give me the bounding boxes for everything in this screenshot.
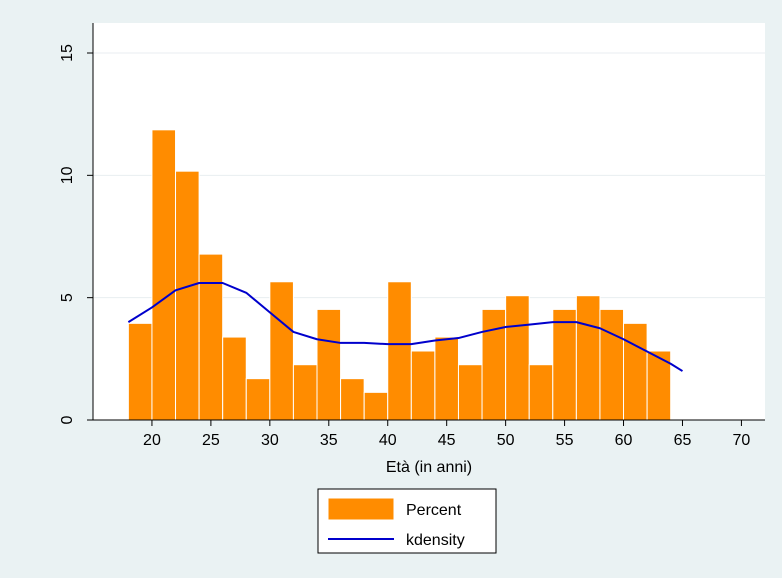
bar-13 <box>434 336 459 421</box>
kdensity-line <box>127 281 684 372</box>
bar-21 <box>623 322 648 421</box>
x-tick-label-70: 70 <box>733 432 751 449</box>
bar-3 <box>198 253 224 421</box>
x-tick-label-20: 20 <box>143 432 161 449</box>
bar-8 <box>316 308 342 421</box>
bar-12 <box>410 350 436 421</box>
bar-4 <box>222 336 247 421</box>
y-tick-label-15: 15 <box>59 44 76 62</box>
y-tick-label-0: 0 <box>59 415 76 424</box>
axes: 0 5 10 15 20 25 30 35 40 45 50 55 60 65 70 <box>59 23 765 449</box>
x-tick-label-65: 65 <box>674 432 692 449</box>
bar-19 <box>575 295 601 421</box>
bar-14 <box>457 364 483 421</box>
legend: Percent kdensity <box>317 488 497 554</box>
bar-9 <box>340 378 365 421</box>
kdensity-line-group <box>127 281 684 372</box>
x-tick-label-25: 25 <box>202 432 220 449</box>
x-tick-label-50: 50 <box>497 432 515 449</box>
y-tick-label-10: 10 <box>59 166 76 184</box>
x-tick-label-55: 55 <box>556 432 574 449</box>
bar-7 <box>292 364 318 421</box>
x-tick-label-60: 60 <box>615 432 633 449</box>
x-tick-label-35: 35 <box>320 432 338 449</box>
bar-17 <box>528 364 554 421</box>
legend-swatch-percent <box>327 497 395 521</box>
x-tick-label-40: 40 <box>379 432 397 449</box>
x-tick-label-45: 45 <box>438 432 456 449</box>
bar-1 <box>151 129 177 421</box>
bar-5 <box>245 378 271 421</box>
bar-20 <box>599 308 625 421</box>
bar-2 <box>175 170 200 421</box>
bar-10 <box>363 391 389 421</box>
legend-label-percent: Percent <box>406 502 462 519</box>
x-tick-label-30: 30 <box>261 432 279 449</box>
y-tick-label-5: 5 <box>59 293 76 302</box>
bar-16 <box>505 295 530 421</box>
bar-0 <box>127 322 153 421</box>
bar-15 <box>481 308 507 421</box>
legend-label-kdensity: kdensity <box>406 532 465 549</box>
bar-6 <box>269 281 294 421</box>
bar-11 <box>387 281 412 421</box>
bar-18 <box>552 308 577 421</box>
x-axis-title: Età (in anni) <box>386 459 472 476</box>
